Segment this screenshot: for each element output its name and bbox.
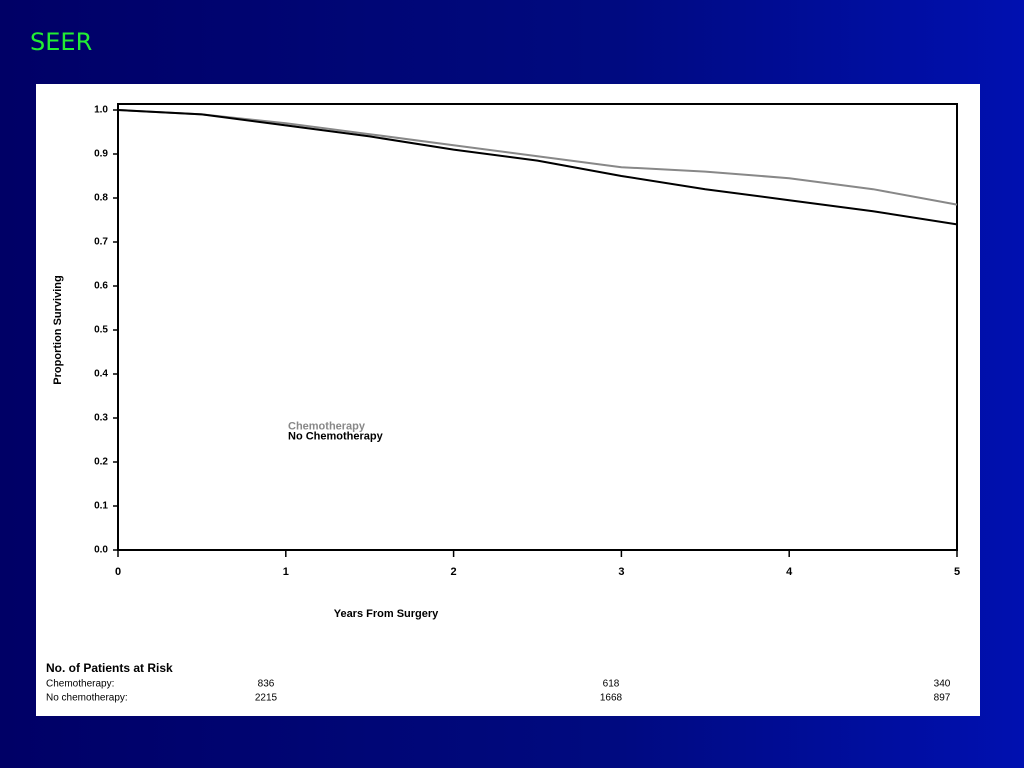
- at-risk-value: 1668: [600, 693, 623, 704]
- legend-entry: Chemotherapy: [288, 421, 366, 433]
- plot-frame: [117, 103, 958, 551]
- at-risk-value: 836: [258, 679, 275, 690]
- legend-entry: No Chemotherapy: [288, 431, 384, 443]
- y-tick-label: 0.4: [94, 369, 108, 380]
- at-risk-value: 2215: [255, 693, 278, 704]
- x-tick-label: 2: [451, 566, 457, 578]
- y-tick-label: 0.2: [94, 457, 108, 468]
- x-tick-label: 1: [283, 566, 289, 578]
- at-risk-label: No chemotherapy:: [46, 693, 128, 704]
- x-tick-label: 4: [786, 566, 793, 578]
- y-tick-label: 0.5: [94, 325, 108, 336]
- y-tick-label: 0.6: [94, 281, 108, 292]
- x-tick-label: 0: [115, 566, 121, 578]
- at-risk-value: 897: [934, 693, 951, 704]
- chart: Years From Surgery Proportion Surviving …: [36, 84, 980, 716]
- at-risk-value: 618: [603, 679, 620, 690]
- y-tick-label: 1.0: [94, 105, 108, 116]
- x-axis-label: Years From Surgery: [334, 608, 439, 620]
- y-axis-label: Proportion Surviving: [52, 275, 64, 384]
- x-tick-label: 5: [954, 566, 960, 578]
- y-tick-label: 0.3: [94, 413, 108, 424]
- y-tick-label: 0.1: [94, 501, 108, 512]
- y-tick-label: 0.8: [94, 193, 108, 204]
- survival-curve: [117, 109, 958, 206]
- y-tick-label: 0.7: [94, 237, 108, 248]
- at-risk-title: No. of Patients at Risk: [46, 661, 173, 675]
- x-tick-label: 3: [618, 566, 624, 578]
- y-tick-label: 0.0: [94, 545, 108, 556]
- survival-curve: [117, 109, 958, 226]
- y-tick-label: 0.9: [94, 149, 108, 160]
- at-risk-label: Chemotherapy:: [46, 679, 114, 690]
- slide-title: SEER: [30, 28, 93, 56]
- at-risk-value: 340: [934, 679, 951, 690]
